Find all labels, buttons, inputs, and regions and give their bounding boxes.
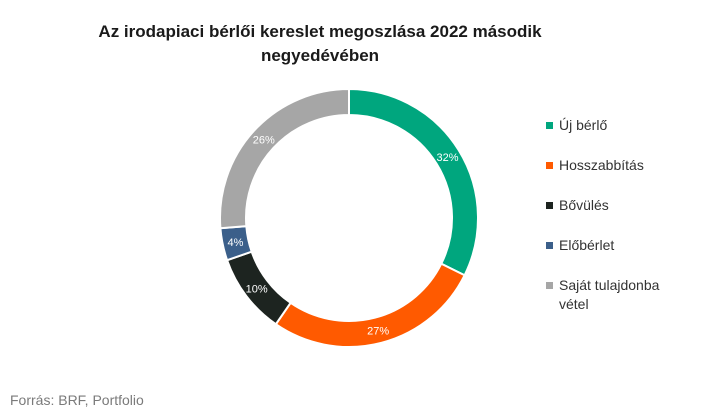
legend-item-0: Új bérlő bbox=[546, 116, 716, 156]
donut-slice-0 bbox=[348, 87, 479, 277]
chart-title: Az irodapiaci bérlői kereslet megoszlása… bbox=[40, 20, 600, 68]
data-label-4: 26% bbox=[253, 134, 275, 146]
donut-slice-4 bbox=[219, 87, 350, 230]
donut-slices bbox=[219, 87, 479, 348]
source-note: Forrás: BRF, Portfolio bbox=[10, 392, 144, 408]
legend-label: Új bérlő bbox=[559, 117, 608, 133]
legend-label: Hosszabbítás bbox=[559, 157, 644, 173]
legend-swatch bbox=[546, 282, 553, 289]
chart-legend: Új bérlő Hosszabbítás Bővülés Előbérlet Sajá… bbox=[546, 116, 716, 316]
legend-item-4: Saját tulajdonba vétel bbox=[546, 276, 716, 316]
legend-swatch bbox=[546, 162, 553, 169]
legend-label: Saját tulajdonba vétel bbox=[559, 277, 660, 312]
legend-label: Bővülés bbox=[559, 197, 609, 213]
legend-item-2: Bővülés bbox=[546, 196, 716, 236]
legend-label: Előbérlet bbox=[559, 237, 615, 253]
legend-swatch bbox=[546, 122, 553, 129]
chart-title-line-1: Az irodapiaci bérlői kereslet megoszlása… bbox=[98, 22, 542, 41]
data-label-0: 32% bbox=[437, 152, 459, 164]
donut-data-labels: 32% 27% 10% 4% 26% bbox=[228, 134, 459, 337]
data-label-2: 10% bbox=[246, 283, 268, 295]
data-label-3: 4% bbox=[228, 237, 244, 249]
legend-item-3: Előbérlet bbox=[546, 236, 716, 276]
legend-item-1: Hosszabbítás bbox=[546, 156, 716, 196]
legend-swatch bbox=[546, 202, 553, 209]
data-label-1: 27% bbox=[367, 325, 389, 337]
legend-swatch bbox=[546, 242, 553, 249]
chart-title-line-2: negyedévében bbox=[260, 46, 380, 65]
